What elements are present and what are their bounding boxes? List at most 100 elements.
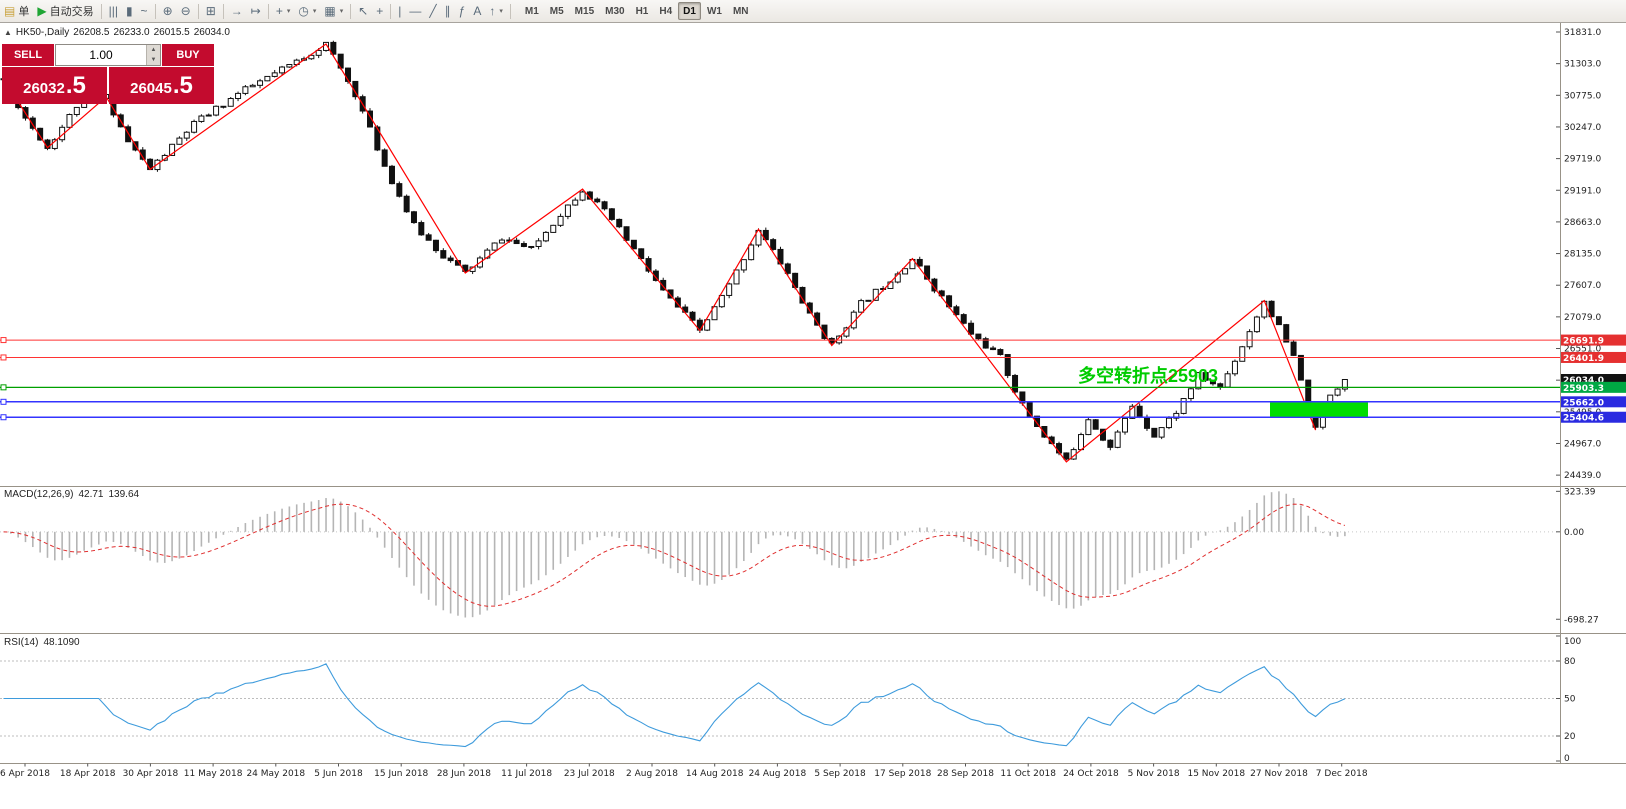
chart-header: ▲ HK50-,Daily 26208.5 26233.0 26015.5 26034.0 bbox=[4, 27, 234, 38]
price-badge bbox=[1561, 381, 1626, 393]
macd-histogram bbox=[10, 491, 1346, 618]
svg-text:11 Oct 2018: 11 Oct 2018 bbox=[1000, 769, 1056, 779]
buy-button[interactable]: BUY bbox=[162, 44, 214, 66]
timeframe-w1-button[interactable]: W1 bbox=[706, 5, 722, 17]
macd-value-signal: 139.64 bbox=[108, 489, 140, 500]
timeframe-m5-button[interactable]: M5 bbox=[549, 5, 564, 17]
profiles-button[interactable]: ◷ ▾ bbox=[294, 1, 320, 21]
buy-price-button[interactable]: 26045 .5 bbox=[109, 67, 214, 104]
sell-button[interactable]: SELL bbox=[2, 44, 54, 66]
candlestick-chart-button[interactable]: ▮ bbox=[122, 1, 137, 21]
svg-text:5 Sep 2018: 5 Sep 2018 bbox=[814, 769, 866, 779]
svg-text:23 Jul 2018: 23 Jul 2018 bbox=[564, 769, 615, 779]
support-line-1-handle[interactable] bbox=[0, 398, 7, 405]
timeframe-m15-button[interactable]: M15 bbox=[574, 5, 595, 17]
svg-text:24 Aug 2018: 24 Aug 2018 bbox=[749, 769, 807, 779]
price-badge bbox=[1561, 351, 1626, 363]
fibonacci-button[interactable]: ƒ bbox=[455, 1, 470, 21]
sell-price-button[interactable]: 26032 .5 bbox=[2, 67, 107, 104]
price-badge bbox=[1561, 396, 1626, 408]
svg-text:29191.0: 29191.0 bbox=[1564, 186, 1601, 196]
vertical-line-icon: | bbox=[398, 4, 402, 18]
auto-scroll-button[interactable]: → bbox=[227, 1, 247, 21]
timeframe-h1-button[interactable]: H1 bbox=[635, 5, 649, 17]
rsi-value: 48.1090 bbox=[43, 637, 80, 648]
low-value: 26015.5 bbox=[153, 27, 190, 38]
timeframe-m1-button[interactable]: M1 bbox=[524, 5, 539, 17]
new-chart-button[interactable]: + ▾ bbox=[272, 1, 295, 21]
line-chart-button[interactable]: ~ bbox=[137, 1, 152, 21]
svg-text:27 Nov 2018: 27 Nov 2018 bbox=[1250, 769, 1308, 779]
highlight-rectangle[interactable] bbox=[1270, 402, 1368, 417]
svg-text:11 Jul 2018: 11 Jul 2018 bbox=[501, 769, 552, 779]
zoom-in-icon: ⊕ bbox=[162, 4, 173, 18]
time-axis[interactable]: 6 Apr 2018 18 Apr 2018 30 Apr 2018 11 May 2… bbox=[0, 763, 1368, 780]
volume-spinner: ▲ ▼ bbox=[146, 45, 160, 65]
svg-text:26551.0: 26551.0 bbox=[1564, 345, 1601, 355]
price-badge bbox=[1561, 374, 1626, 386]
zoom-out-icon: ⊖ bbox=[180, 4, 191, 18]
svg-text:0.00: 0.00 bbox=[1564, 528, 1584, 538]
chart-shift-button[interactable]: ↦ bbox=[247, 1, 265, 21]
template-grid-icon: ▦ bbox=[324, 4, 336, 18]
buy-price-frac: .5 bbox=[172, 72, 193, 99]
crosshair-button[interactable]: + bbox=[372, 1, 387, 21]
volume-up-button[interactable]: ▲ bbox=[146, 45, 160, 55]
play-icon: ▶ bbox=[37, 4, 47, 18]
cursor-button[interactable]: ↖ bbox=[354, 1, 372, 21]
price-axis[interactable]: 31831.0 31303.0 30775.0 30247.0 29719.0 29191… bbox=[1556, 28, 1626, 481]
timeframe-m30-button[interactable]: M30 bbox=[605, 5, 625, 17]
arrows-button[interactable]: ↑ ▾ bbox=[485, 1, 507, 21]
timeframe-d1-button[interactable]: D1 bbox=[678, 2, 701, 20]
svg-text:28135.0: 28135.0 bbox=[1564, 250, 1601, 260]
support-line-2-handle[interactable] bbox=[0, 414, 7, 421]
svg-text:323.39: 323.39 bbox=[1564, 487, 1596, 497]
resistance-line-2-handle[interactable] bbox=[0, 354, 7, 361]
svg-text:-698.27: -698.27 bbox=[1564, 615, 1599, 625]
horizontal-line-icon: — bbox=[409, 4, 422, 18]
toolbar: ▤ 单 ▶ 自动交易 ||| ▮ ~ ⊕ ⊖ ⊞ → ↦ + ▾ ◷ ▾ ▦ ▾ ↖ + | — ╱ ∥ ƒ A ↑ ▾ M1 M5 M15… bbox=[0, 0, 1626, 23]
svg-text:2 Aug 2018: 2 Aug 2018 bbox=[626, 769, 678, 779]
clock-icon: ◷ bbox=[298, 4, 309, 18]
buy-price-main: 26045 bbox=[130, 80, 172, 97]
svg-text:25662.0: 25662.0 bbox=[1563, 398, 1604, 408]
svg-text:17 Sep 2018: 17 Sep 2018 bbox=[874, 769, 931, 779]
trendline-button[interactable]: ╱ bbox=[425, 1, 440, 21]
channel-button[interactable]: ∥ bbox=[441, 1, 455, 21]
resistance-line-1-handle[interactable] bbox=[0, 337, 7, 344]
svg-text:15 Nov 2018: 15 Nov 2018 bbox=[1187, 769, 1245, 779]
macd-name: MACD(12,26,9) bbox=[4, 489, 74, 500]
timeframe-mn-button[interactable]: MN bbox=[732, 5, 749, 17]
toolbar-separator bbox=[197, 3, 199, 19]
templates-button[interactable]: ▦ ▾ bbox=[320, 1, 347, 21]
line-chart-icon: ~ bbox=[140, 4, 148, 18]
toolbar-separator bbox=[267, 3, 269, 19]
annotation-text[interactable]: 多空转折点25903 bbox=[1078, 366, 1219, 386]
bar-chart-button[interactable]: ||| bbox=[105, 1, 122, 21]
svg-text:6 Apr 2018: 6 Apr 2018 bbox=[0, 769, 50, 779]
svg-text:24 Oct 2018: 24 Oct 2018 bbox=[1063, 769, 1119, 779]
volume-input[interactable]: 1.00 bbox=[89, 48, 113, 62]
one-click-collapse-icon[interactable]: ▲ bbox=[4, 28, 12, 37]
horizontal-line-button[interactable]: — bbox=[405, 1, 425, 21]
auto-trading-button-label: 自动交易 bbox=[49, 6, 94, 18]
chevron-down-icon: ▾ bbox=[499, 8, 503, 15]
zoom-in-button[interactable]: ⊕ bbox=[159, 1, 177, 21]
volume-down-button[interactable]: ▼ bbox=[146, 55, 160, 65]
rsi-line bbox=[3, 663, 1346, 748]
fibonacci-icon: ƒ bbox=[458, 4, 466, 18]
sell-price-main: 26032 bbox=[23, 80, 65, 97]
trendline-icon: ╱ bbox=[429, 4, 437, 18]
text-label-button[interactable]: A bbox=[469, 1, 485, 21]
timeframe-h4-button[interactable]: H4 bbox=[659, 5, 673, 17]
zoom-out-button[interactable]: ⊖ bbox=[177, 1, 195, 21]
new-order-button[interactable]: ▤ 单 bbox=[0, 1, 33, 21]
timeframe-toolbar: M1 M5 M15 M30 H1 H4 D1 W1 MN bbox=[520, 2, 754, 20]
svg-text:80: 80 bbox=[1564, 657, 1576, 667]
tile-windows-button[interactable]: ⊞ bbox=[202, 1, 220, 21]
pivot-line-handle[interactable] bbox=[0, 384, 7, 391]
auto-trading-button[interactable]: ▶ 自动交易 bbox=[33, 1, 97, 21]
rsi-indicator-label: RSI(14) 48.1090 bbox=[4, 637, 85, 648]
vertical-line-button[interactable]: | bbox=[394, 1, 405, 21]
